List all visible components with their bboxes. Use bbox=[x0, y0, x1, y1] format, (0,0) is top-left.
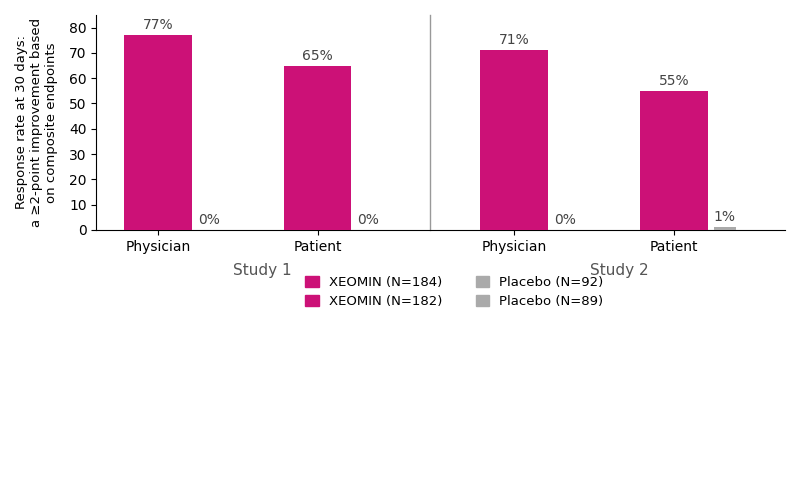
Text: Study 2: Study 2 bbox=[590, 263, 648, 278]
Legend: XEOMIN (N=184), XEOMIN (N=182), Placebo (N=92), Placebo (N=89): XEOMIN (N=184), XEOMIN (N=182), Placebo … bbox=[300, 270, 609, 314]
Bar bbox=[284, 66, 351, 230]
Bar bbox=[124, 35, 192, 230]
Text: 55%: 55% bbox=[658, 74, 689, 88]
Text: 0%: 0% bbox=[554, 213, 576, 227]
Text: Study 1: Study 1 bbox=[234, 263, 292, 278]
Text: 71%: 71% bbox=[498, 34, 530, 48]
Bar bbox=[480, 50, 548, 230]
Text: 0%: 0% bbox=[358, 213, 379, 227]
Bar bbox=[714, 228, 736, 230]
Y-axis label: Response rate at 30 days:
a ≥2-point improvement based
on composite endpoints: Response rate at 30 days: a ≥2-point imp… bbox=[15, 18, 58, 227]
Text: 0%: 0% bbox=[198, 213, 220, 227]
Text: 77%: 77% bbox=[142, 18, 173, 32]
Bar bbox=[640, 91, 708, 230]
Text: 1%: 1% bbox=[714, 210, 736, 224]
Text: 65%: 65% bbox=[302, 48, 333, 62]
